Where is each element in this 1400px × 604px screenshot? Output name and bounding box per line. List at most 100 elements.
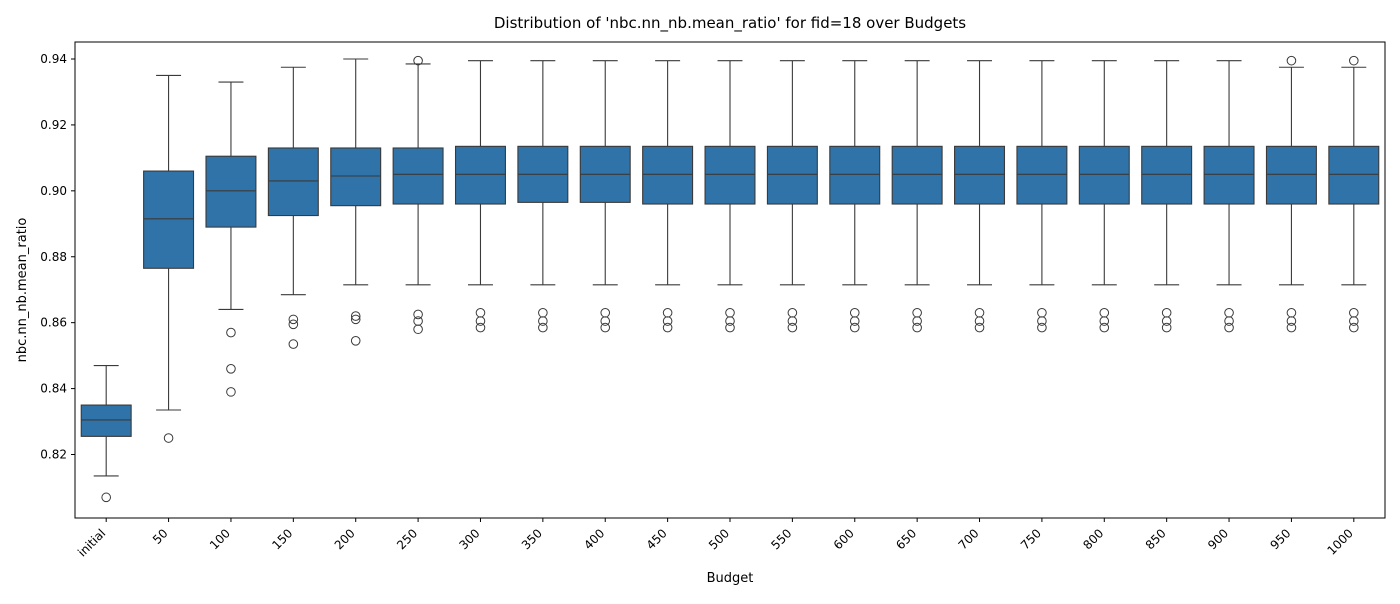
outlier-point	[1099, 322, 1110, 333]
x-tick-label: 100	[207, 526, 233, 552]
outlier-point	[974, 316, 985, 326]
box-group	[80, 364, 132, 503]
outlier-point	[912, 316, 922, 326]
box	[1016, 145, 1068, 205]
outlier-point	[662, 316, 673, 326]
box-group	[766, 60, 818, 333]
outlier-point	[849, 307, 860, 318]
outlier-point	[288, 314, 299, 325]
outlier-point	[350, 314, 361, 325]
outlier-point	[1349, 316, 1359, 326]
box-group	[1141, 60, 1193, 333]
box-group	[1328, 55, 1380, 333]
box-group	[642, 60, 694, 333]
outlier-point	[725, 316, 735, 326]
outlier-point	[1161, 316, 1172, 326]
outlier-point	[1349, 307, 1359, 318]
x-tick-label: 850	[1143, 526, 1169, 552]
y-tick-label: 0.84	[40, 382, 67, 396]
outlier-point	[475, 316, 486, 326]
outlier-point	[787, 316, 798, 326]
box	[1328, 145, 1380, 205]
x-tick-label: 350	[519, 526, 545, 552]
box-group	[1265, 55, 1317, 333]
box	[704, 145, 756, 205]
outlier-point	[662, 307, 673, 318]
box-group	[954, 60, 1006, 333]
x-tick-label: 650	[893, 526, 919, 552]
outlier-point	[912, 322, 922, 333]
y-tick-label: 0.94	[40, 52, 67, 66]
box-group	[891, 60, 943, 333]
box-group	[829, 60, 881, 333]
box	[1078, 145, 1130, 205]
y-tick-label: 0.88	[40, 250, 67, 264]
outlier-point	[1224, 316, 1234, 326]
x-tick-label: 200	[332, 526, 358, 552]
outlier-point	[1349, 55, 1359, 66]
outlier-point	[226, 327, 236, 338]
outlier-point	[163, 433, 174, 443]
box-group	[1203, 60, 1255, 333]
box	[454, 145, 506, 205]
outlier-point	[475, 307, 486, 318]
outlier-point	[1224, 322, 1234, 333]
x-tick-label: 750	[1018, 526, 1044, 552]
outlier-point	[1286, 322, 1297, 333]
x-tick-label: 900	[1205, 526, 1231, 552]
outlier-point	[662, 322, 673, 333]
box	[642, 145, 694, 205]
outlier-point	[1286, 307, 1297, 318]
box-group	[392, 55, 444, 335]
box-group	[1016, 60, 1068, 333]
outlier-point	[538, 316, 548, 326]
outlier-point	[1099, 307, 1110, 318]
x-tick-label: 700	[956, 526, 982, 552]
box	[954, 145, 1006, 205]
outlier-point	[1349, 322, 1359, 333]
box-group	[330, 58, 382, 346]
outlier-point	[974, 307, 985, 318]
x-tick-label: 550	[768, 526, 794, 552]
box	[766, 145, 818, 205]
box-group	[454, 60, 506, 333]
outlier-point	[1037, 322, 1047, 333]
x-tick-label: 950	[1267, 526, 1293, 552]
outlier-point	[1037, 316, 1047, 326]
box-group	[517, 60, 569, 333]
outlier-point	[787, 307, 798, 318]
outlier-point	[413, 55, 423, 66]
y-axis-title: nbc.nn_nb.mean_ratio	[15, 218, 30, 363]
plot-area	[74, 41, 1386, 519]
outlier-point	[288, 339, 299, 349]
outlier-point	[1161, 307, 1172, 318]
x-tick-label: 300	[457, 526, 483, 552]
x-tick-label: initial	[75, 526, 108, 559]
box	[1265, 145, 1317, 205]
outlier-point	[413, 309, 423, 320]
outlier-point	[787, 322, 798, 333]
outlier-point	[1037, 307, 1047, 318]
outlier-point	[1224, 307, 1234, 318]
y-tick-label: 0.86	[40, 316, 67, 330]
box	[80, 404, 132, 437]
outlier-point	[1099, 316, 1110, 326]
x-tick-label: 250	[394, 526, 420, 552]
x-tick-label: 600	[831, 526, 857, 552]
box-group	[205, 81, 257, 397]
outlier-point	[226, 387, 236, 397]
x-axis-title: Budget	[707, 571, 754, 586]
outlier-point	[849, 322, 860, 333]
x-tick-label: 450	[644, 526, 670, 552]
y-tick-label: 0.92	[40, 118, 67, 132]
x-tick-label: 150	[269, 526, 295, 552]
chart-title: Distribution of 'nbc.nn_nb.mean_ratio' f…	[494, 14, 966, 33]
box	[891, 145, 943, 205]
box	[330, 147, 382, 207]
box-group	[704, 60, 756, 333]
outlier-point	[849, 316, 860, 326]
box	[143, 170, 195, 269]
outlier-point	[538, 322, 548, 333]
